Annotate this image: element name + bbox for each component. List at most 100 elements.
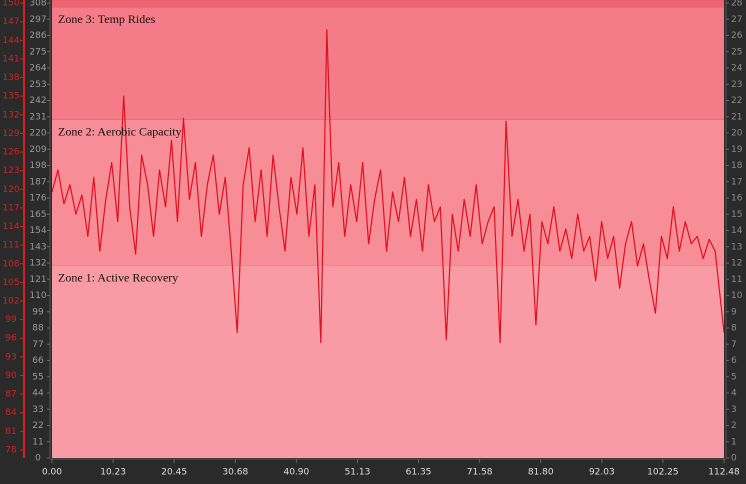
y2-tick-label: 2 [731,421,737,431]
hr-tick-label: 144 [2,36,19,46]
hr-tick-label: 147 [2,17,19,27]
hr-tick-label: 126 [2,148,19,158]
hr-tick-label: 117 [2,203,19,213]
y2-tick-label: 19 [731,145,743,155]
y-tick-label: 77 [32,340,43,350]
y2-tick-label: 24 [731,64,743,74]
y2-tick-label: 27 [731,15,742,25]
hr-tick-label: 96 [5,334,17,344]
x-tick-label: 20.45 [161,468,187,478]
x-tick-label: 61.35 [406,468,432,478]
x-tick-label: 10.23 [100,468,126,478]
y-tick-label: 22 [32,421,43,431]
x-tick-label: 0.00 [42,468,62,478]
y-tick-label: 66 [32,356,44,366]
hr-tick-label: 105 [2,278,19,288]
y2-tick-label: 25 [731,47,742,57]
y2-tick-label: 18 [731,161,743,171]
y2-tick-label: 15 [731,210,742,220]
y2-tick-label: 21 [731,112,742,122]
zone-band [52,7,724,120]
y-tick-label: 165 [29,210,46,220]
y2-tick-label: 3 [731,405,737,415]
y-tick-label: 209 [29,145,46,155]
y-tick-label: 132 [29,259,46,269]
x-tick-label: 112.48 [708,468,740,478]
x-tick-label: 40.90 [283,468,309,478]
y2-tick-label: 23 [731,80,742,90]
x-tick-label: 81.80 [528,468,554,478]
y-tick-label: 121 [29,275,46,285]
hr-tick-label: 81 [5,427,16,437]
zones [52,0,724,458]
hr-tick-label: 129 [2,129,19,139]
y-tick-label: 275 [29,47,46,57]
y2-tick-label: 22 [731,96,742,106]
x-tick-label: 92.03 [589,468,615,478]
y2-tick-label: 6 [731,356,737,366]
hr-tick-label: 141 [2,54,19,64]
y2-tick-label: 12 [731,259,742,269]
y2-tick-label: 1 [731,437,737,447]
y-tick-label: 176 [29,194,46,204]
hr-tick-label: 120 [2,185,19,195]
y2-tick-label: 9 [731,307,737,317]
y-tick-label: 0 [35,454,41,464]
y-tick-label: 99 [32,307,44,317]
x-tick-label: 71.58 [467,468,493,478]
power-line [52,28,724,344]
hr-tick-label: 87 [5,390,16,400]
zone-band [52,265,724,458]
zone-band [52,0,724,8]
plot [52,28,724,344]
y-tick-label: 11 [32,437,43,447]
y-tick-label: 297 [29,15,46,25]
y-tick-label: 198 [29,161,46,171]
y2-tick-label: 13 [731,242,742,252]
zone-label: Zone 2: Aerobic Capacity [58,124,182,138]
y2-tick-label: 16 [731,194,743,204]
y2-tick-label: 14 [731,226,743,236]
hr-tick-label: 93 [5,352,16,362]
y-tick-label: 220 [29,129,46,139]
y2-tick-label: 5 [731,372,737,382]
hr-tick-label: 84 [5,408,17,418]
y-tick-label: 187 [29,177,46,187]
hr-tick-label: 138 [2,73,19,83]
y2-tick-label: 4 [731,389,737,399]
x-tick-label: 51.13 [345,468,371,478]
y2-tick-label: 11 [731,275,742,285]
hr-tick-label: 99 [5,315,17,325]
y-tick-label: 286 [29,31,46,41]
y2-tick-label: 10 [731,291,743,301]
hr-tick-label: 102 [2,296,19,306]
y2-tick-label: 0 [731,454,737,464]
y-tick-label: 264 [29,64,46,74]
y2-tick-label: 7 [731,340,737,350]
hr-tick-label: 108 [2,259,19,269]
y-tick-label: 143 [29,242,46,252]
y2-tick-label: 20 [731,129,743,139]
y-tick-label: 55 [32,372,43,382]
hr-tick-label: 111 [2,241,19,251]
y2-tick-label: 17 [731,177,742,187]
hr-tick-label: 114 [2,222,19,232]
y2-tick-label: 8 [731,324,737,334]
hr-tick-label: 90 [5,371,17,381]
y-tick-label: 110 [29,291,46,301]
y-tick-label: 33 [32,405,43,415]
y-tick-label: 88 [32,324,44,334]
x-tick-label: 102.25 [647,468,679,478]
y-tick-label: 242 [29,96,46,106]
y2-tick-label: 28 [731,0,743,9]
zone-label: Zone 1: Active Recovery [58,271,178,285]
y-tick-label: 154 [29,226,46,236]
hr-tick-label: 150 [2,0,19,9]
zone-label: Zone 3: Temp Rides [58,12,156,26]
hr-tick-label: 135 [2,92,19,102]
y-tick-label: 44 [32,389,44,399]
x-tick-label: 30.68 [222,468,248,478]
y2-tick-label: 26 [731,31,743,41]
hr-tick-label: 132 [2,110,19,120]
